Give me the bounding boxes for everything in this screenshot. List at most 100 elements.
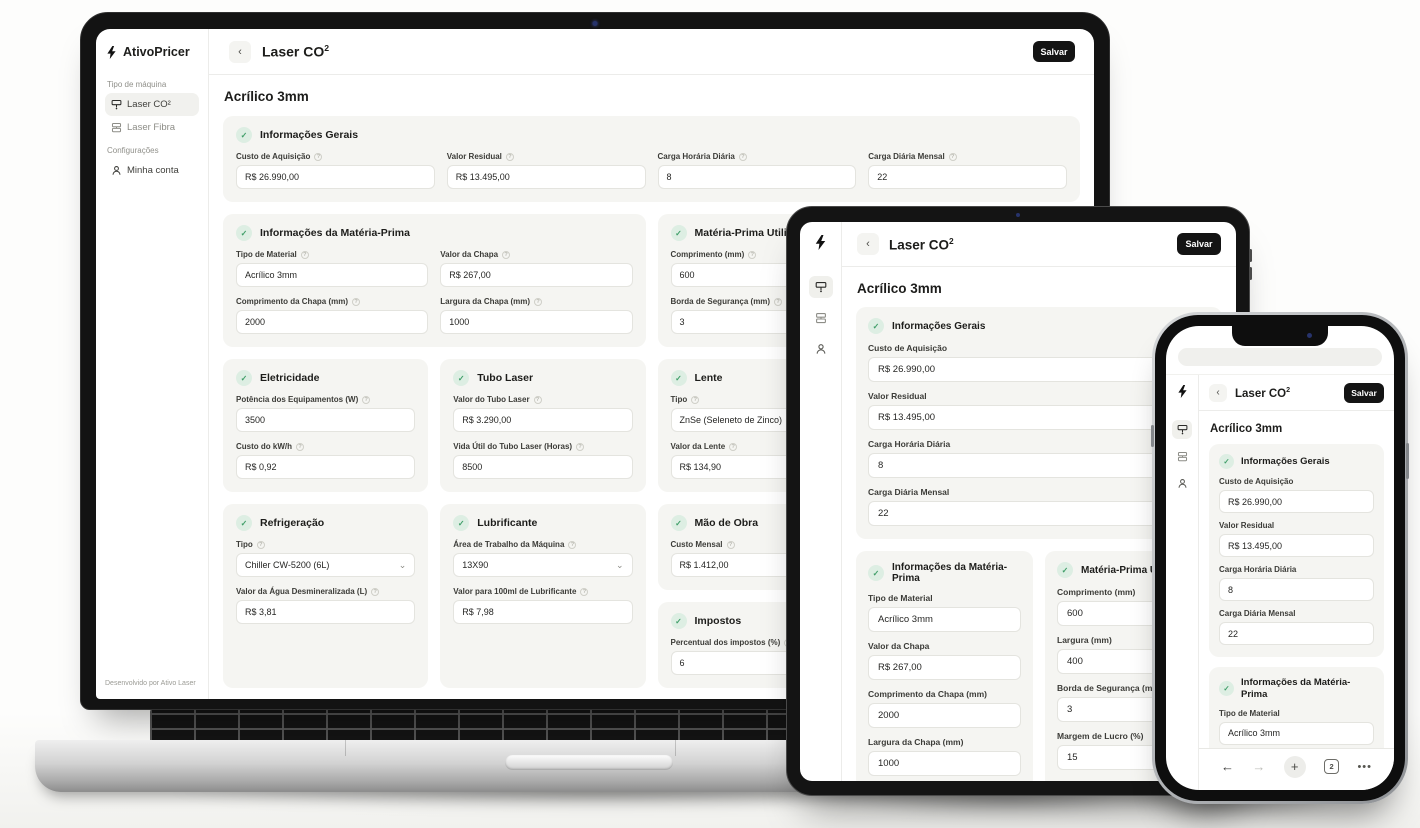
- browser-address-bar[interactable]: [1178, 348, 1382, 366]
- carga-horaria-input[interactable]: 8: [657, 165, 857, 189]
- help-icon: ?: [576, 442, 585, 451]
- rail-item-laser-fibra[interactable]: [809, 307, 833, 329]
- help-icon: ?: [300, 250, 309, 259]
- chevron-down-icon: ⌄: [398, 559, 407, 570]
- phone-camera: [1307, 333, 1312, 338]
- field-valor-lubrificante: Valor para 100ml de Lubrificante? R$ 7,9…: [453, 587, 633, 624]
- help-icon: ?: [738, 152, 747, 161]
- page-title: Laser CO2: [262, 43, 330, 60]
- vida-util-tubo-input[interactable]: 8500: [453, 455, 633, 479]
- section-title: Matéria-Prima Utilizada: [694, 227, 811, 239]
- field-vida-util-tubo: Vida Útil do Tubo Laser (Horas)? 8500: [453, 442, 633, 479]
- area-trabalho-select[interactable]: 13X90 ⌄: [453, 553, 633, 577]
- material-title: Acrílico 3mm: [224, 89, 309, 104]
- material-title: Acrílico 3mm: [1210, 423, 1283, 435]
- field-carga-horaria: Carga Horária Diária 8: [1219, 565, 1374, 601]
- section-title: Informações Gerais: [260, 129, 359, 141]
- carga-mensal-input[interactable]: 22: [868, 165, 1067, 189]
- chevron-left-icon: ‹: [866, 238, 870, 250]
- potencia-input[interactable]: 3500: [236, 408, 416, 432]
- page-title: Laser CO2: [1235, 385, 1291, 400]
- help-icon: ?: [726, 540, 735, 549]
- tablet-volume-up-button: [1249, 249, 1252, 262]
- section-title: Informações da Matéria-Prima: [892, 562, 1008, 584]
- tipo-refrigeracao-select[interactable]: Chiller CW-5200 (6L) ⌄: [236, 553, 416, 577]
- sidebar-group-machines: Tipo de máquina: [107, 80, 167, 89]
- back-button[interactable]: ‹: [229, 40, 251, 63]
- field-comprimento-chapa: Comprimento da Chapa (mm) 2000: [868, 689, 1021, 728]
- phone-screen: ‹ Laser CO2 Salvar Acrílico 3mm ✓ Informa…: [1166, 326, 1394, 790]
- valor-lubrificante-input[interactable]: R$ 7,98: [453, 600, 633, 624]
- browser-forward-icon[interactable]: →: [1252, 759, 1266, 774]
- field-custo-kwh: Custo do kW/h? R$ 0,92: [236, 442, 416, 479]
- new-tab-icon[interactable]: +: [1283, 755, 1306, 778]
- custo-aquisicao-input[interactable]: R$ 26.990,00: [236, 165, 435, 189]
- sidebar-item-laser-fibra[interactable]: Laser Fibra: [105, 116, 199, 139]
- section-title: Mão de Obra: [694, 517, 759, 529]
- laser-fibra-icon: [111, 122, 122, 133]
- tipo-material-input[interactable]: Acrílico 3mm: [1219, 721, 1374, 745]
- tipo-material-input[interactable]: Acrílico 3mm: [236, 263, 429, 287]
- custo-aquisicao-input[interactable]: R$ 26.990,00: [1219, 490, 1374, 513]
- save-button[interactable]: Salvar: [1344, 382, 1384, 403]
- valor-chapa-input[interactable]: R$ 267,00: [440, 263, 633, 287]
- help-icon: ?: [314, 152, 323, 161]
- field-valor-tubo: Valor do Tubo Laser? R$ 3.290,00: [453, 395, 633, 432]
- chevron-left-icon: ‹: [1216, 387, 1220, 398]
- laptop-webcam: [592, 21, 598, 26]
- field-largura-chapa: Largura da Chapa (mm) 1000: [868, 737, 1021, 776]
- rail-item-laser-co2[interactable]: [1172, 420, 1192, 439]
- browser-toolbar: ← → + 2 •••: [1199, 748, 1394, 790]
- help-icon: ?: [774, 297, 783, 306]
- largura-chapa-input[interactable]: 1000: [440, 310, 633, 334]
- valor-chapa-input[interactable]: R$ 267,00: [868, 655, 1021, 680]
- section-title: Informações da Matéria-Prima: [1241, 677, 1351, 700]
- help-icon: ?: [534, 297, 543, 306]
- rail-item-laser-co2[interactable]: [808, 276, 833, 298]
- field-tipo-refrigeracao: Tipo? Chiller CW-5200 (6L) ⌄: [236, 540, 416, 577]
- comprimento-chapa-input[interactable]: 2000: [236, 310, 429, 334]
- carga-mensal-input[interactable]: 22: [1219, 622, 1374, 645]
- rail-item-account[interactable]: [1172, 474, 1192, 493]
- section-informacoes-gerais: ✓ Informações Gerais Custo de Aquisição? …: [223, 116, 1080, 202]
- section-lubrificante: ✓ Lubrificante Área de Trabalho da Máquin…: [440, 504, 646, 688]
- browser-back-icon[interactable]: ←: [1221, 759, 1234, 774]
- help-icon: ?: [256, 540, 265, 549]
- section-title: Tubo Laser: [477, 372, 534, 384]
- valor-residual-input[interactable]: R$ 13.495,00: [446, 165, 646, 189]
- sidebar-item-laser-co2[interactable]: Laser CO²: [105, 93, 199, 116]
- section-title: Lente: [694, 372, 723, 384]
- custo-kwh-input[interactable]: R$ 0,92: [236, 455, 416, 479]
- more-menu-icon[interactable]: •••: [1357, 760, 1372, 773]
- save-button[interactable]: Salvar: [1177, 233, 1221, 255]
- section-materia-prima: ✓ Informações da Matéria-Prima Tipo de Ma…: [223, 214, 646, 347]
- tipo-material-input[interactable]: Acrílico 3mm: [868, 607, 1021, 632]
- largura-chapa-input[interactable]: 1000: [868, 751, 1021, 776]
- section-title: Matéria-Prima Utilizada: [1081, 564, 1192, 576]
- back-button[interactable]: ‹: [857, 233, 879, 255]
- back-button[interactable]: ‹: [1209, 383, 1227, 402]
- help-icon: ?: [352, 297, 361, 306]
- tab-counter[interactable]: 2: [1324, 759, 1340, 774]
- save-button[interactable]: Salvar: [1033, 41, 1075, 62]
- sidebar-item-account[interactable]: Minha conta: [105, 159, 199, 182]
- valor-tubo-input[interactable]: R$ 3.290,00: [453, 408, 633, 432]
- page-content: Acrílico 3mm ✓ Informações Gerais Custo d…: [1199, 411, 1394, 748]
- rail-item-account[interactable]: [809, 338, 833, 360]
- page-header: ‹ Laser CO2 Salvar: [842, 222, 1236, 267]
- help-icon: ?: [533, 395, 542, 404]
- carga-horaria-input[interactable]: 8: [1219, 578, 1374, 601]
- person-icon: [111, 165, 122, 176]
- valor-agua-input[interactable]: R$ 3,81: [236, 600, 416, 624]
- tablet-camera: [1016, 213, 1020, 217]
- valor-residual-input[interactable]: R$ 13.495,00: [1219, 534, 1374, 557]
- rail-item-laser-fibra[interactable]: [1172, 447, 1192, 466]
- section-title: Eletricidade: [260, 372, 320, 384]
- check-icon: ✓: [453, 515, 470, 531]
- phone-rail: [1166, 375, 1199, 790]
- section-informacoes-gerais: ✓ Informações Gerais Custo de Aquisição R…: [1209, 444, 1384, 657]
- bolt-logo-icon: [1176, 385, 1189, 398]
- comprimento-chapa-input[interactable]: 2000: [868, 703, 1021, 728]
- help-icon: ?: [748, 250, 757, 259]
- sidebar-item-label: Laser Fibra: [127, 122, 176, 133]
